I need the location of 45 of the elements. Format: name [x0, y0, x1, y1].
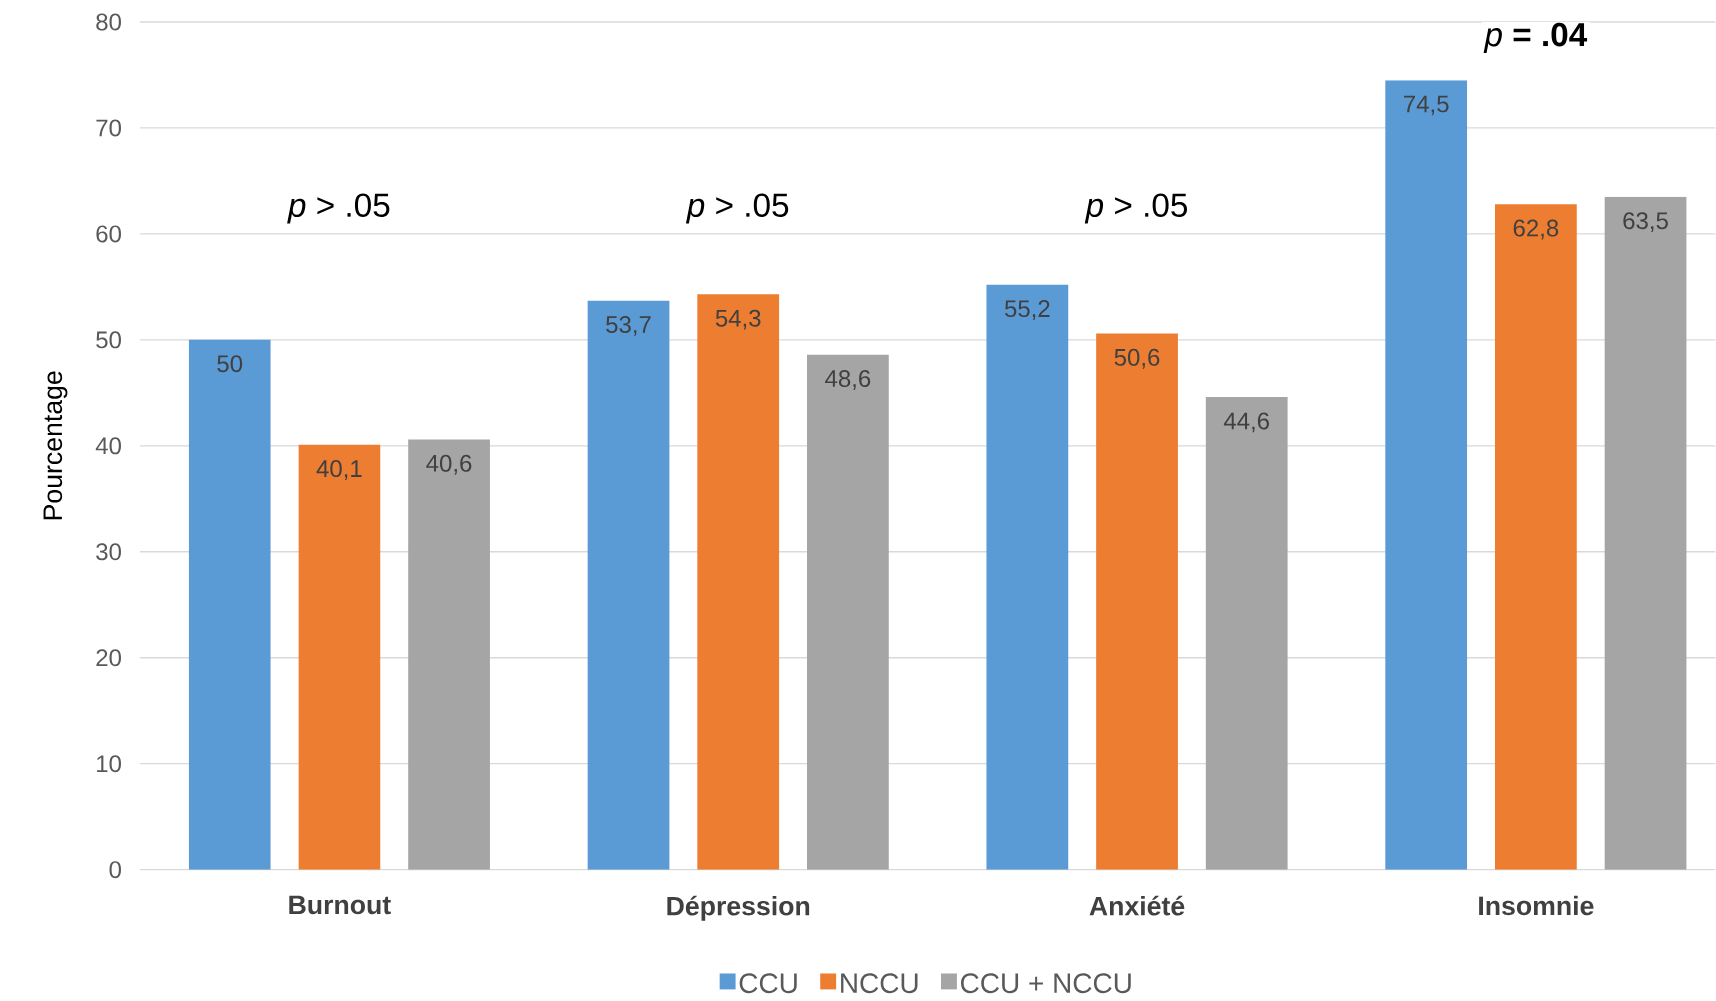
legend-label: CCU — [739, 973, 797, 994]
data-label: 54,3 — [715, 309, 761, 330]
bar — [1604, 197, 1687, 870]
data-label: 74,5 — [1404, 95, 1449, 116]
bar — [697, 294, 780, 870]
annotation: p > .05 — [685, 193, 789, 224]
bar — [1385, 80, 1468, 870]
y-axis-title: Pourcentage — [43, 371, 68, 520]
y-tick-label: 70 — [96, 119, 121, 137]
data-label: 50 — [217, 355, 243, 373]
data-label: 50,6 — [1114, 349, 1160, 369]
y-tick-label: 80 — [96, 13, 121, 31]
x-tick-label: Insomnie — [1479, 895, 1594, 916]
y-tick-label: 10 — [97, 755, 121, 773]
annotation: p = .04 — [1483, 22, 1588, 54]
data-label: 44,6 — [1223, 412, 1270, 433]
y-tick-label: 60 — [96, 225, 121, 243]
bar — [986, 284, 1069, 870]
y-tick-label: 20 — [96, 649, 121, 667]
y-tick-label: 40 — [95, 437, 121, 455]
y-tick-label: 30 — [96, 543, 121, 561]
data-label: 48,6 — [825, 370, 871, 391]
data-label: 55,2 — [1004, 300, 1050, 321]
data-label: 53,7 — [606, 316, 651, 337]
bar — [1096, 333, 1178, 870]
x-tick-label: Dépression — [667, 895, 810, 921]
bar — [298, 444, 381, 870]
legend-label: NCCU — [841, 973, 918, 994]
x-tick-label: Anxiété — [1089, 895, 1185, 916]
data-label: 40,1 — [316, 460, 362, 481]
bar — [807, 354, 889, 870]
bar — [408, 439, 490, 870]
bar — [1494, 204, 1577, 870]
annotation: p > .05 — [287, 193, 390, 224]
y-tick-label: 0 — [109, 861, 121, 879]
annotation: p > .05 — [1084, 193, 1188, 224]
y-tick-label: 50 — [96, 331, 121, 349]
legend-label: CCU + NCCU — [961, 973, 1131, 994]
data-label: 40,6 — [426, 455, 472, 475]
bar — [1205, 397, 1288, 870]
bar — [188, 340, 271, 870]
x-tick-label: Burnout — [289, 895, 391, 915]
bar — [587, 300, 670, 870]
data-label: 63,5 — [1623, 212, 1668, 233]
data-label: 62,8 — [1513, 219, 1559, 240]
